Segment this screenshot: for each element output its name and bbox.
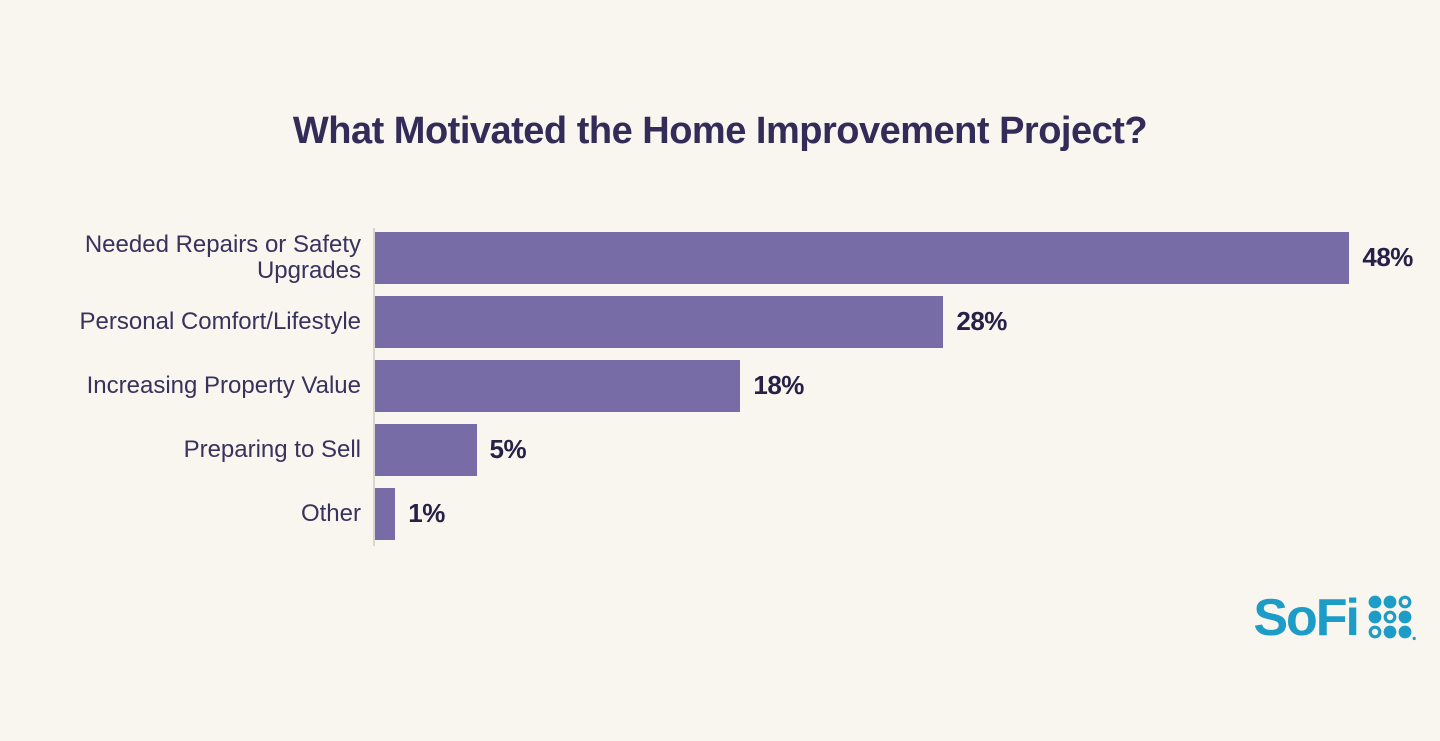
chart-row: Personal Comfort/Lifestyle 28%	[32, 295, 1440, 348]
chart-row: Other 1%	[32, 487, 1440, 540]
bar	[375, 295, 944, 348]
bar	[375, 231, 1350, 284]
category-label: Increasing Property Value	[86, 371, 361, 399]
sofi-wordmark: SoFi	[1253, 589, 1360, 647]
bar-track: 28%	[373, 295, 1440, 348]
value-label: 28%	[956, 306, 1007, 337]
bar-track: 18%	[373, 359, 1440, 412]
value-label: 18%	[753, 370, 804, 401]
value-label: 1%	[408, 498, 445, 529]
chart-row: Needed Repairs or Safety Upgrades 48%	[32, 230, 1440, 284]
value-label: 5%	[489, 434, 527, 465]
bar-track: 48%	[373, 231, 1440, 284]
category-label: Personal Comfort/Lifestyle	[79, 307, 361, 335]
bar-track: 1%	[373, 487, 1440, 540]
bar-track: 5%	[373, 423, 1440, 476]
chart-title: What Motivated the Home Improvement Proj…	[292, 110, 1148, 152]
bar	[375, 487, 396, 540]
category-label: Preparing to Sell	[183, 435, 361, 463]
chart-row: Preparing to Sell 5%	[32, 423, 1440, 476]
value-label: 48%	[1362, 242, 1413, 273]
chart-row: Increasing Property Value 18%	[32, 359, 1440, 412]
category-label: Needed Repairs or Safety Upgrades	[84, 230, 361, 284]
category-label: Other	[300, 499, 361, 527]
sofi-logo: SoFi	[1253, 592, 1416, 644]
bar-chart: Needed Repairs or Safety Upgrades 48% Pe…	[32, 227, 1440, 546]
y-axis-line	[373, 227, 375, 546]
bar	[375, 423, 477, 476]
sofi-dot-grid-icon	[1368, 595, 1416, 641]
bar	[375, 359, 741, 412]
